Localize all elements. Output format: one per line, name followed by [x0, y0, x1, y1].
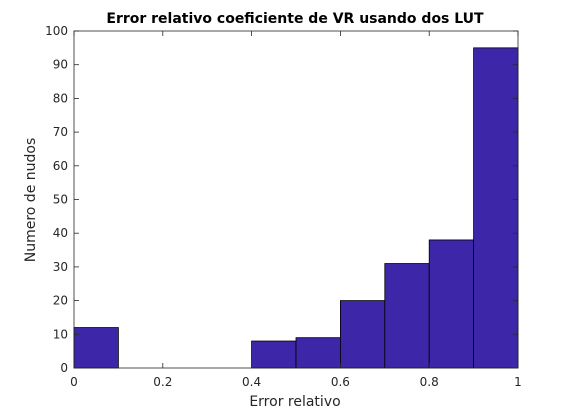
- y-tick-label: 50: [53, 193, 68, 207]
- y-tick-label: 30: [53, 260, 68, 274]
- y-tick-label: 0: [60, 361, 68, 375]
- histogram-bar: [251, 340, 297, 369]
- x-tick-label: 0.8: [420, 375, 439, 389]
- histogram-bar: [473, 47, 519, 369]
- x-tick-label: 0.2: [153, 375, 172, 389]
- histogram-bar: [428, 239, 475, 369]
- x-tick-label: 0.6: [331, 375, 350, 389]
- x-tick-label: 1: [514, 375, 522, 389]
- y-ticks-group: 0 10 20 30 40 50 60 70 80 90 100: [45, 24, 518, 375]
- y-tick-label: 10: [53, 327, 68, 341]
- y-tick-label: 90: [53, 58, 68, 72]
- y-tick-label: 20: [53, 294, 68, 308]
- y-tick-label: 40: [53, 226, 68, 240]
- x-ticks-group: 0 0.2 0.4 0.6 0.8 1: [70, 31, 522, 389]
- y-tick-label: 100: [45, 24, 68, 38]
- x-tick-label: 0.4: [242, 375, 261, 389]
- histogram-bar: [384, 263, 430, 369]
- bars-group: [73, 47, 519, 369]
- histogram-bar: [339, 300, 386, 369]
- y-tick-label: 60: [53, 159, 68, 173]
- x-axis-label: Error relativo: [249, 394, 340, 410]
- chart-title: Error relativo coeficiente de VR usando …: [106, 11, 484, 27]
- histogram-bar: [73, 327, 119, 369]
- histogram-bar: [295, 337, 341, 369]
- y-axis-label: Numero de nudos: [23, 138, 39, 263]
- y-tick-label: 80: [53, 91, 68, 105]
- y-tick-label: 70: [53, 125, 68, 139]
- x-tick-label: 0: [70, 375, 78, 389]
